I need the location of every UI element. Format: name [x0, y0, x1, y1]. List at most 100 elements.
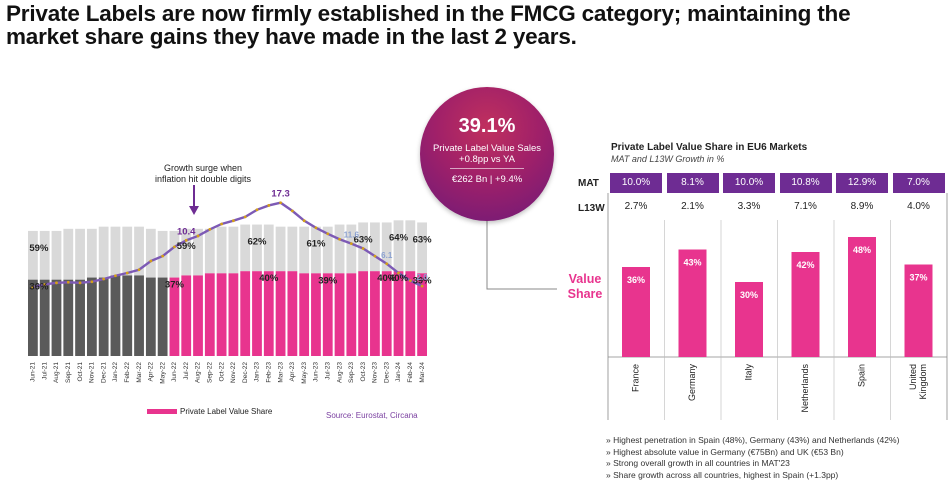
x-tick-label: Apr-22 [148, 362, 155, 382]
inflation-point [349, 242, 353, 245]
inflation-point [102, 277, 106, 281]
data-label: 40% [389, 273, 409, 284]
inflation-point [267, 204, 271, 207]
background-bar [98, 226, 109, 278]
private-label-bar [275, 271, 286, 356]
private-label-bar [393, 271, 404, 356]
x-tick-label: Jul-22 [183, 362, 190, 380]
background-bar [370, 222, 380, 272]
background-bar [122, 226, 133, 276]
background-bar [216, 226, 227, 274]
x-tick-label: Oct-22 [218, 362, 225, 382]
data-label: 2.0 [417, 273, 429, 282]
background-bar [134, 226, 144, 276]
left-chart-legend: Private Label Value Share [147, 407, 272, 416]
private-label-bar [287, 271, 298, 356]
market-value-label: 42% [796, 260, 814, 270]
background-bar [393, 220, 404, 272]
x-tick-label: Jun-21 [30, 362, 37, 382]
x-tick-label: Jan-23 [254, 362, 261, 382]
inflation-point [161, 254, 165, 258]
data-label: 40% [259, 273, 279, 284]
bubble-line-1: Private Label Value Sales [432, 143, 542, 154]
country-label: Kingdom [918, 364, 928, 400]
x-tick-label: Nov-21 [89, 362, 96, 383]
bubble-line-3: €262 Bn | +9.4% [451, 174, 523, 185]
inflation-point [55, 281, 58, 285]
background-bar [228, 226, 239, 274]
headline-line-2: market share gains they have made in the… [6, 24, 577, 49]
right-chart-title: Private Label Value Share in EU6 Markets [611, 142, 808, 153]
l13w-cell: 3.3% [737, 201, 761, 212]
background-bar [169, 230, 180, 278]
x-tick-label: Mar-24 [419, 362, 426, 383]
inflation-point [408, 279, 412, 283]
background-bar [299, 226, 310, 274]
inflation-point [243, 215, 247, 219]
background-bar [75, 228, 85, 280]
l13w-cell: 7.1% [794, 201, 817, 212]
private-label-bar [417, 273, 427, 356]
background-bar [86, 228, 97, 278]
x-tick-label: Dec-21 [100, 362, 107, 383]
bubble-line-2: +0.8pp vs YA [459, 154, 515, 165]
private-label-bar [370, 271, 380, 356]
market-value-label: 36% [627, 275, 645, 285]
source-note: Source: Eurostat, Circana [326, 411, 418, 420]
private-label-bar [334, 273, 345, 356]
mat-cell: 10.0% [610, 173, 662, 193]
data-label: 11.6 [344, 231, 360, 240]
private-label-bar [63, 279, 74, 356]
country-label: Italy [743, 364, 753, 381]
background-bar [110, 226, 121, 276]
background-bar [322, 226, 333, 274]
private-label-bar [263, 271, 274, 356]
data-label: 63% [354, 234, 374, 245]
market-bar [735, 282, 763, 357]
inflation-point [255, 208, 259, 212]
l13w-cell: 2.1% [681, 201, 704, 212]
background-bar [39, 230, 50, 280]
market-value-label: 37% [909, 273, 927, 283]
background-bar [263, 224, 274, 272]
mat-cell: 12.9% [836, 173, 888, 193]
data-label: 40% [377, 273, 397, 284]
value-share-label: Value Share [567, 272, 603, 301]
x-tick-label: May-23 [301, 362, 308, 384]
x-tick-label: Feb-22 [124, 362, 131, 383]
x-tick-label: Feb-23 [265, 362, 272, 383]
mat-cell: 8.1% [666, 173, 719, 193]
mat-cell: 10.0% [723, 173, 775, 193]
background-bar [63, 228, 74, 280]
headline-line-1: Private Labels are now firmly establishe… [6, 1, 851, 26]
inflation-point [90, 280, 94, 284]
inflation-point [125, 271, 129, 275]
market-bar [791, 252, 820, 357]
x-tick-label: Nov-22 [230, 362, 237, 383]
inflation-point [279, 201, 282, 205]
data-label: 6.1 [381, 251, 393, 260]
inflation-point [196, 234, 200, 238]
background-bar [204, 228, 215, 274]
data-label: 59% [177, 241, 197, 252]
private-label-bar [134, 275, 144, 356]
market-bar [622, 267, 650, 357]
private-label-bar [169, 277, 180, 356]
private-label-bar [75, 279, 85, 356]
private-label-bar [299, 273, 310, 356]
inflation-point [208, 228, 212, 231]
l13w-row-label: L13W [578, 203, 605, 214]
x-tick-label: Aug-22 [195, 362, 202, 383]
inflation-point [31, 285, 35, 289]
private-label-bar [181, 275, 192, 356]
private-label-bar [405, 271, 416, 356]
background-bar [405, 220, 416, 272]
inflation-point [184, 238, 188, 242]
note-item: » Highest penetration in Spain (48%), Ge… [606, 435, 900, 445]
data-label: 63% [413, 234, 433, 245]
l13w-cell: 8.9% [850, 201, 874, 212]
inflation-point [420, 284, 424, 288]
bubble-divider [450, 168, 524, 169]
inflation-point [114, 274, 117, 278]
